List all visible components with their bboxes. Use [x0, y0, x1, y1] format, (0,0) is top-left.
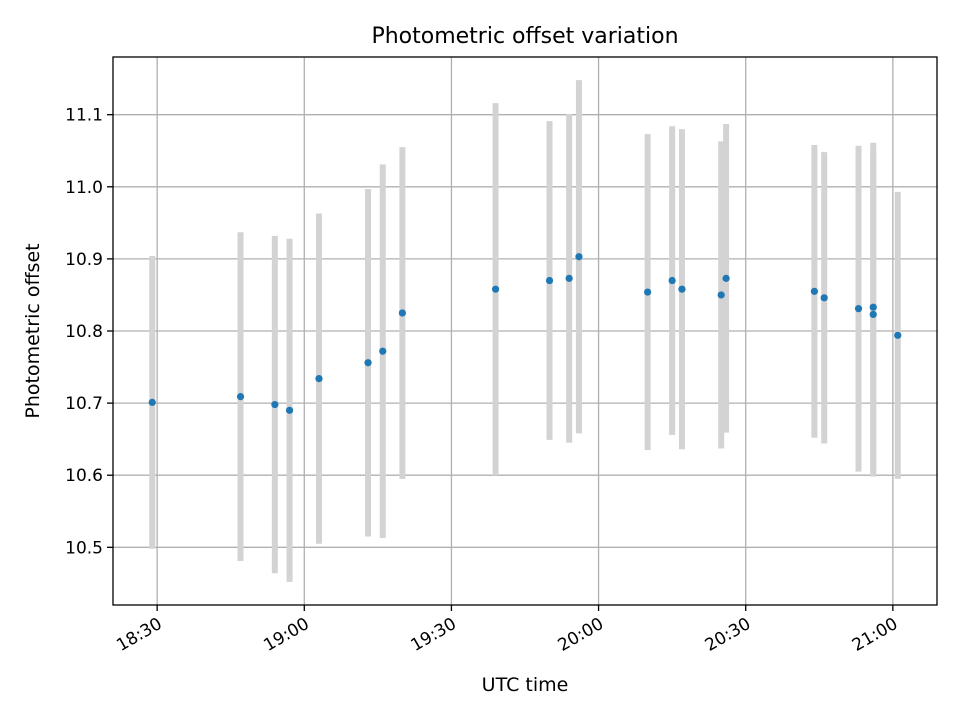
y-tick-label: 11.1 — [65, 106, 103, 126]
data-point — [565, 274, 573, 282]
data-point — [236, 393, 245, 401]
grid-lines — [113, 57, 937, 605]
data-point — [271, 400, 279, 409]
data-points — [148, 253, 902, 414]
data-point — [379, 347, 387, 355]
data-point — [285, 406, 294, 414]
data-point — [491, 285, 500, 293]
data-point — [545, 276, 554, 285]
y-axis-title: Photometric offset — [22, 243, 44, 418]
y-tick-label: 10.6 — [65, 466, 103, 486]
data-point — [644, 288, 652, 296]
y-tick-label: 10.5 — [65, 538, 103, 558]
data-point — [148, 398, 156, 406]
data-point — [398, 309, 406, 317]
data-point — [722, 274, 730, 282]
data-point — [364, 359, 372, 367]
data-point — [575, 253, 583, 261]
data-point — [869, 310, 877, 319]
data-point — [820, 294, 828, 302]
y-tick-label: 10.8 — [65, 322, 103, 342]
x-axis-title: UTC time — [482, 674, 569, 696]
data-point — [869, 303, 877, 311]
data-point — [315, 374, 323, 383]
data-point — [854, 305, 863, 313]
data-point — [717, 291, 725, 299]
chart-title: Photometric offset variation — [371, 24, 678, 49]
y-axis-ticks: 10.5 10.6 10.7 10.8 10.9 11.0 11.1 — [65, 106, 113, 558]
data-point — [678, 285, 686, 293]
data-point — [810, 287, 818, 295]
data-point — [894, 331, 902, 339]
data-point — [668, 276, 676, 285]
y-tick-label: 10.7 — [65, 394, 103, 414]
y-tick-label: 11.0 — [65, 178, 103, 198]
y-tick-label: 10.9 — [65, 250, 103, 270]
